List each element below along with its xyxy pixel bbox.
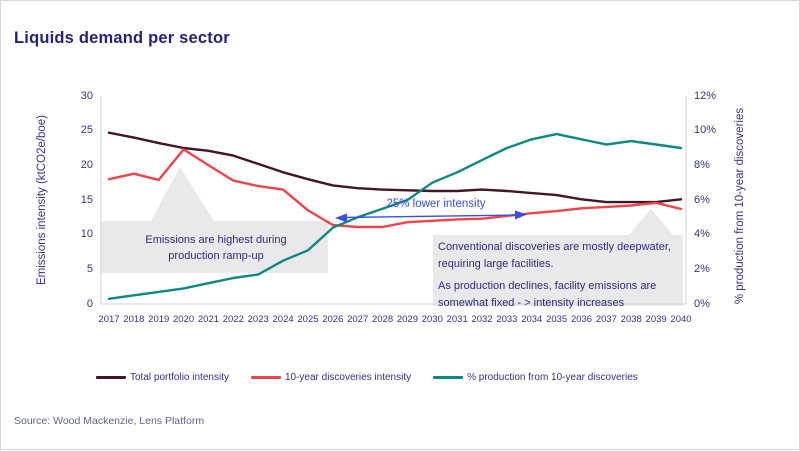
x-axis-tick: 2035 [546, 314, 568, 325]
x-axis-ticks: 2017 2018 2019 2020 2021 2022 2023 2024 2025 2026… [1, 314, 800, 328]
right-axis-tick: 0% [694, 297, 710, 310]
x-axis-tick: 2019 [148, 314, 170, 325]
line-pct-production-10-year-discoveries [107, 132, 683, 300]
line-10-year-discoveries-intensity [107, 148, 683, 229]
right-axis-ticks: 0% 2% 4% 6% 8% 10% 12% [694, 1, 734, 451]
right-axis-tick: 2% [694, 262, 710, 275]
legend-item-discoveries-intensity: 10-year discoveries intensity [250, 372, 412, 383]
x-axis-tick: 2037 [595, 314, 617, 325]
x-axis-tick: 2027 [347, 314, 369, 325]
x-axis-tick: 2033 [496, 314, 518, 325]
x-axis-tick: 2030 [421, 314, 443, 325]
x-axis-tick: 2017 [98, 314, 120, 325]
x-axis-tick: 2020 [173, 314, 195, 325]
x-axis-tick: 2031 [446, 314, 468, 325]
page-title: Liquids demand per sector [14, 29, 230, 47]
annotation-arrow-label: 25% lower intensity [386, 198, 486, 210]
chart-legend: Total portfolio intensity 10-year discov… [96, 372, 638, 383]
left-axis-tick: 15 [80, 193, 93, 206]
legend-label-discoveries-intensity: 10-year discoveries intensity [284, 372, 412, 383]
x-axis-tick: 2040 [670, 314, 692, 325]
left-axis-tick: 25 [80, 124, 93, 137]
right-axis-tick: 8% [694, 158, 710, 171]
x-axis-tick: 2038 [620, 314, 642, 325]
right-axis-tick: 4% [694, 228, 710, 241]
x-axis-tick: 2024 [272, 314, 294, 325]
annotation-ramp-up-line1: Emissions are highest during [145, 234, 287, 246]
axis-lines [100, 96, 687, 305]
legend-item-total-portfolio: Total portfolio intensity [96, 372, 229, 383]
legend-swatch-discoveries-intensity [250, 376, 281, 379]
x-axis-tick: 2032 [471, 314, 493, 325]
x-axis-tick: 2036 [570, 314, 593, 325]
left-axis-tick: 5 [86, 262, 93, 275]
x-axis-tick: 2021 [197, 314, 220, 325]
annotation-ramp-up-line2: production ramp-up [168, 250, 264, 262]
x-axis-tick: 2025 [297, 314, 319, 325]
left-axis-tick: 10 [80, 228, 93, 241]
legend-item-pct-production: % production from 10-year discoveries [433, 372, 638, 383]
annotation-ramp-up: Emissions are highest during production … [111, 232, 321, 264]
x-axis-tick: 2028 [371, 314, 394, 325]
left-axis-title: Emissions intensity (ktCO2e/boe) [36, 115, 48, 286]
callout-shape-conventional [433, 209, 683, 306]
line-total-portfolio-intensity [107, 131, 683, 204]
legend-label-total-portfolio: Total portfolio intensity [130, 372, 229, 383]
annotation-conventional: Conventional discoveries are mostly deep… [438, 239, 680, 311]
annotation-conventional-para2: As production declines, facility emissio… [438, 280, 657, 309]
callout-shape-ramp-up [101, 167, 328, 273]
legend-swatch-total-portfolio [96, 376, 126, 379]
right-axis-tick: 10% [694, 124, 717, 137]
left-axis-ticks: 0 5 10 15 20 25 30 [61, 1, 93, 451]
x-axis-tick: 2039 [645, 314, 667, 325]
legend-swatch-pct-production [433, 376, 464, 379]
left-axis-tick: 20 [80, 158, 93, 171]
x-axis-tick: 2018 [123, 314, 145, 325]
left-axis-tick: 30 [80, 89, 93, 102]
x-axis-tick: 2026 [322, 314, 344, 325]
x-axis-tick: 2023 [247, 314, 269, 325]
x-axis-tick: 2029 [396, 314, 418, 325]
x-axis-tick: 2022 [222, 314, 244, 325]
right-axis-tick: 6% [694, 193, 710, 206]
right-axis-tick: 12% [694, 89, 717, 102]
x-axis-tick: 2034 [521, 314, 543, 325]
annotation-conventional-para1: Conventional discoveries are mostly deep… [438, 241, 671, 270]
left-axis-tick: 0 [86, 297, 93, 310]
right-axis-title: % production from 10-year discoveries [734, 107, 746, 305]
legend-label-pct-production: % production from 10-year discoveries [467, 372, 638, 383]
source-attribution: Source: Wood Mackenzie, Lens Platform [14, 415, 205, 427]
lower-intensity-arrow [335, 210, 527, 223]
